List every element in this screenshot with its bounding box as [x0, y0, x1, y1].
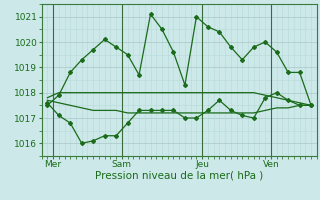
X-axis label: Pression niveau de la mer( hPa ): Pression niveau de la mer( hPa ) — [95, 171, 263, 181]
